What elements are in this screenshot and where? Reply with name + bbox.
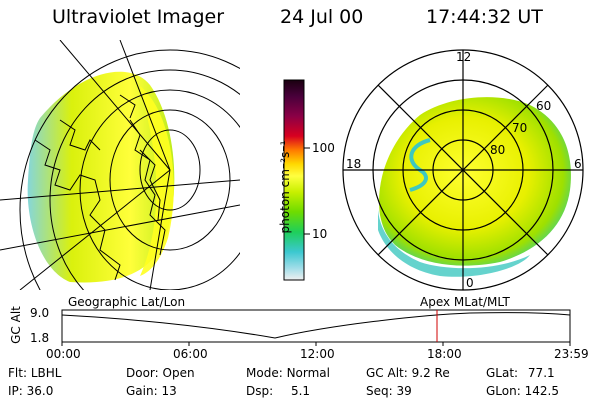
seq-field: Seq: 39 [366,384,412,398]
left-auroral-emission [27,71,175,283]
gcalt-label: GC Alt: [366,366,408,380]
polar-panel [342,49,584,291]
time-tick-1800: 18:00 [427,347,462,361]
altitude-curve [61,312,571,339]
time-tick-0000: 00:00 [46,347,81,361]
mlt-label-6: 6 [574,157,582,171]
door-value: Open [162,366,195,380]
colorbar-tick-10: 10 [312,227,328,241]
mlat-label-60: 60 [536,99,552,113]
mode-label: Mode: [246,366,283,380]
mlt-label-0: 0 [466,276,474,290]
dsp-label: Dsp: [246,384,274,398]
altitude-plot [61,309,571,346]
mlat-label-70: 70 [512,121,528,135]
time-tick-2359: 23:59 [554,347,589,361]
glat-label: GLat: [486,366,519,380]
image-date: 24 Jul 00 [280,6,364,28]
gain-label: Gain: [126,384,158,398]
dsp-field: Dsp: 5.1 [246,384,310,398]
time-tick-1200: 12:00 [300,347,335,361]
glon-value: 142.5 [524,384,559,398]
flt-value: LBHL [30,366,62,380]
flt-label: Flt: [8,366,27,380]
geographic-label: Geographic Lat/Lon [68,295,186,309]
latlon-grid [0,40,240,290]
image-time: 17:44:32 UT [426,6,543,28]
ip-field: IP: 36.0 [8,384,53,398]
time-tick-0600: 06:00 [173,347,208,361]
alt-tick-9: 9.0 [30,306,50,320]
mlt-label-12: 12 [456,50,472,64]
gcalt-field: GC Alt: 9.2 Re [366,366,450,380]
colorbar [283,79,310,281]
mode-field: Mode: Normal [246,366,330,380]
flt-field: Flt: LBHL [8,366,61,380]
seq-value: 39 [396,384,412,398]
alt-tick-1-8: 1.8 [30,331,50,345]
gcalt-value: 9.2 Re [411,366,450,380]
gain-value: 13 [161,384,177,398]
coastlines [34,94,166,281]
colorbar-tick-100: 100 [312,141,335,155]
apex-label: Apex MLat/MLT [420,295,510,309]
door-label: Door: [126,366,159,380]
dsp-value: 5.1 [290,384,311,398]
glat-field: GLat: 77.1 [486,366,555,380]
gain-field: Gain: 13 [126,384,177,398]
colorbar-unit-label: photon cm⁻²s⁻¹ [278,140,292,234]
mlat-label-80: 80 [490,143,506,157]
glon-label: GLon: [486,384,521,398]
door-field: Door: Open [126,366,195,380]
geographic-panel [0,40,240,290]
gc-alt-axis-label: GC Alt [8,306,23,344]
polar-grid [342,49,584,291]
ip-label: IP: [8,384,23,398]
seq-label: Seq: [366,384,393,398]
ip-value: 36.0 [26,384,54,398]
glat-value: 77.1 [527,366,555,380]
mode-value: Normal [286,366,330,380]
instrument-title: Ultraviolet Imager [52,6,225,28]
mlt-label-18: 18 [346,157,362,171]
glon-field: GLon: 142.5 [486,384,559,398]
